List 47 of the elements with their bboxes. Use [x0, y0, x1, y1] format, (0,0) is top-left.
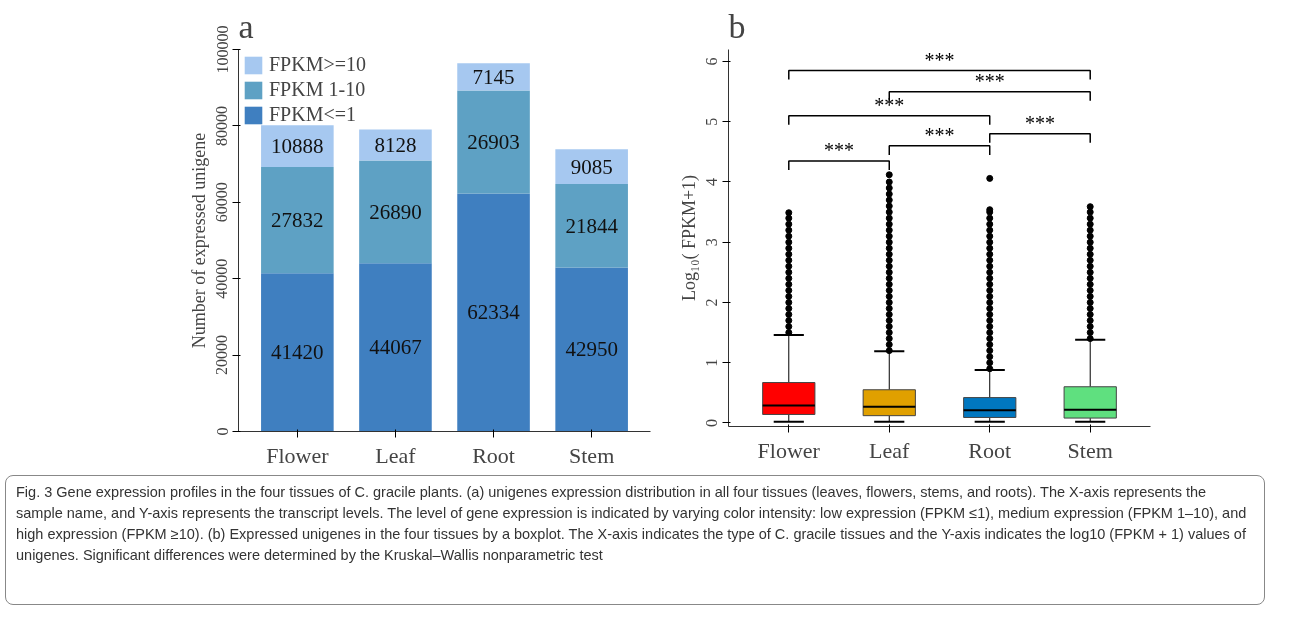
chart-title: a — [238, 7, 254, 45]
x-tick-label: Root — [968, 437, 1012, 463]
x-tick-label: Leaf — [869, 437, 911, 463]
data-label: 42950 — [565, 337, 618, 362]
x-tick-label: Stem — [569, 442, 615, 468]
y-axis-title: Number of expressed unigene — [188, 132, 209, 349]
data-label: 7145 — [472, 64, 515, 89]
y-tick-label: 5 — [703, 117, 721, 126]
y-tick-label: 0 — [703, 418, 721, 427]
annotation: *** — [1024, 111, 1055, 134]
y-axis-title: Log₁₀( FPKM+1) — [678, 174, 700, 302]
x-tick-label: Leaf — [375, 442, 417, 468]
data-label: 27832 — [271, 208, 324, 233]
y-tick-label: 40000 — [213, 258, 231, 299]
y-tick-label: 3 — [703, 238, 721, 247]
y-tick-label: 0 — [213, 427, 231, 436]
y-tick-label: 4 — [703, 177, 721, 186]
data-label: 21844 — [565, 213, 619, 238]
annotation: *** — [924, 123, 955, 146]
data-label: 26903 — [467, 130, 520, 154]
annotation: *** — [924, 48, 955, 71]
annotation: *** — [874, 93, 905, 116]
y-tick-label: 60000 — [213, 182, 231, 223]
caption: Fig. 3 Gene expression profiles in the four tissues of C. gracile plants. (a) unigenes expression distribution in all four tissues (leaves, flowers, stems, and roots). The X-axis represents the sample name, and Y-axis represents the transcript levels. The level of gene expression is indicated by varying color intensity: low expression (FPKM ≤1), medium expression (FPKM 1–10), and high expression (FPKM ≥10). (b) Expressed unigenes in the four tissues by a boxplot. The X-axis indicates the type of C. gracile tissues and the Y-axis indicates the log10 (FPKM + 1) values of unigenes. Significant differences were determined by the Kruskal–Wallis nonparametric test — [16, 483, 1248, 566]
legend-label: FPKM<=1 — [269, 103, 357, 126]
data-label: 62334 — [467, 300, 521, 325]
y-tick-label: 80000 — [213, 105, 231, 146]
data-label: 10888 — [271, 134, 324, 159]
data-label: 26890 — [369, 199, 422, 224]
data-label: 8128 — [374, 132, 417, 157]
data-label: 44067 — [369, 335, 422, 360]
annotation: *** — [824, 138, 855, 161]
data-label: 9085 — [570, 154, 613, 179]
x-tick-label: Stem — [1067, 437, 1113, 463]
legend-label: FPKM 1-10 — [269, 78, 366, 101]
y-tick-label: 20000 — [213, 335, 231, 376]
y-tick-label: 1 — [703, 358, 721, 367]
legend-label: FPKM>=10 — [269, 53, 367, 76]
y-tick-label: 100000 — [213, 25, 231, 74]
y-tick-label: 6 — [703, 57, 721, 66]
x-tick-label: Root — [472, 442, 515, 468]
x-tick-label: Flower — [757, 437, 821, 463]
data-label: 41420 — [271, 340, 324, 365]
chart-title: b — [728, 7, 746, 45]
y-tick-label: 2 — [703, 298, 721, 307]
x-tick-label: Flower — [266, 442, 330, 468]
annotation: *** — [974, 69, 1005, 92]
